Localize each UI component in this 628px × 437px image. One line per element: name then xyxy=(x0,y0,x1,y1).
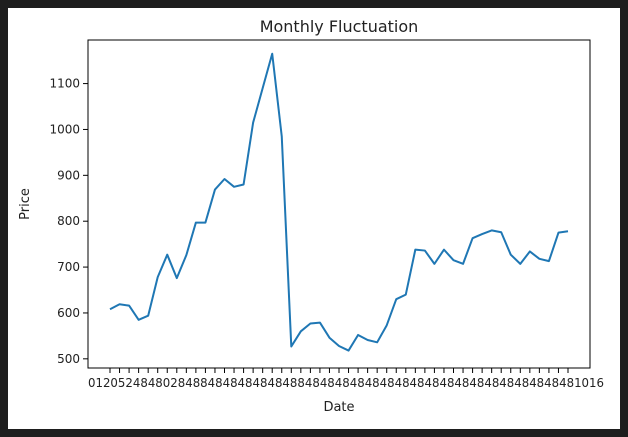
y-tick-label: 1000 xyxy=(49,122,80,136)
price-line xyxy=(109,52,569,352)
y-tick-label: 700 xyxy=(57,260,80,274)
line-chart: 500 600 700 800 900 1000 1100 Monthly Fluctuat… xyxy=(18,17,604,415)
y-tick-label: 500 xyxy=(57,352,80,366)
plot-frame xyxy=(87,39,591,369)
y-axis-label: Price xyxy=(18,188,33,220)
x-tick-labels: 0120524848028488484848484848848484848484… xyxy=(88,376,604,390)
plot-area xyxy=(88,40,590,368)
x-axis xyxy=(109,368,569,373)
chart-title: Monthly Fluctuation xyxy=(260,17,419,36)
y-tick-label: 600 xyxy=(57,306,80,320)
y-tick-label: 900 xyxy=(57,168,80,182)
x-axis-label: Date xyxy=(323,400,354,415)
y-tick-label: 800 xyxy=(57,214,80,228)
y-tick-label: 1100 xyxy=(49,77,80,91)
y-axis: 500 600 700 800 900 1000 1100 xyxy=(49,77,88,366)
figure: 500 600 700 800 900 1000 1100 Monthly Fluctuat… xyxy=(8,8,620,429)
